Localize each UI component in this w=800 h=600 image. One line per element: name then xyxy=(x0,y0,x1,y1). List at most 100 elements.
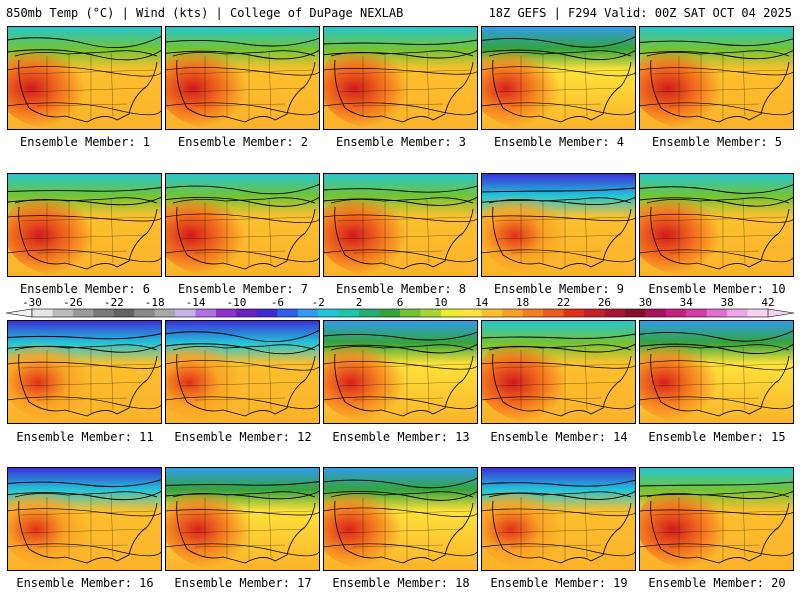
colorbar-tick-label: 30 xyxy=(639,297,652,309)
ensemble-member-label: Ensemble Member: 15 xyxy=(648,430,786,444)
ensemble-member-label: Ensemble Member: 11 xyxy=(16,430,154,444)
ensemble-member-label: Ensemble Member: 9 xyxy=(493,282,625,296)
colorbar-tick-label: 42 xyxy=(761,297,774,309)
colorbar-tick-label: -2 xyxy=(312,297,325,309)
colorbar-swatch xyxy=(32,309,53,317)
colorbar-swatch xyxy=(645,309,667,317)
colorbar-tick-label: 10 xyxy=(434,297,447,309)
colorbar-swatch xyxy=(113,309,135,317)
colorbar-swatch xyxy=(727,309,748,317)
colorbar-swatch xyxy=(134,309,156,317)
colorbar-swatch xyxy=(277,309,299,317)
colorbar-swatch xyxy=(604,309,626,317)
ensemble-member-map xyxy=(165,320,320,424)
colorbar-tick-label: -10 xyxy=(227,297,247,309)
colorbar-swatch xyxy=(481,309,503,317)
ensemble-member-map xyxy=(323,26,478,130)
ensemble-member-map xyxy=(165,26,320,130)
colorbar-swatch xyxy=(584,309,605,317)
colorbar-swatch xyxy=(338,309,360,317)
ensemble-member-map xyxy=(323,173,478,277)
ensemble-member-label: Ensemble Member: 16 xyxy=(16,576,154,590)
colorbar-tick-label: -6 xyxy=(271,297,284,309)
colorbar-swatch xyxy=(461,309,483,317)
colorbar-swatch xyxy=(706,309,728,317)
ensemble-member-map xyxy=(165,467,320,571)
colorbar-swatch xyxy=(686,309,708,317)
ensemble-member-map xyxy=(481,26,636,130)
colorbar-tick-label: -18 xyxy=(145,297,165,309)
ensemble-member-label: Ensemble Member: 12 xyxy=(174,430,312,444)
colorbar-swatch xyxy=(522,309,544,317)
ensemble-member-map xyxy=(7,320,162,424)
colorbar-swatch xyxy=(563,309,585,317)
colorbar-tick-label: 38 xyxy=(720,297,733,309)
colorbar-swatch xyxy=(175,309,196,317)
ensemble-member-label: Ensemble Member: 18 xyxy=(332,576,470,590)
temperature-colorbar: -30 -26 -22 -18 -14 -10 -6 -2 2 6 10 14 18 22 26 30 34 38… xyxy=(0,297,800,321)
colorbar-swatch xyxy=(216,309,237,317)
ensemble-member-label: Ensemble Member: 6 xyxy=(19,282,151,296)
ensemble-member-map xyxy=(7,26,162,130)
ensemble-member-label: Ensemble Member: 1 xyxy=(19,135,151,149)
colorbar-swatch xyxy=(195,309,217,317)
ensemble-member-label: Ensemble Member: 3 xyxy=(335,135,467,149)
colorbar-swatch xyxy=(440,309,462,317)
colorbar-tick-label: 18 xyxy=(516,297,529,309)
colorbar-swatch xyxy=(256,309,278,317)
colorbar-tick-label: 22 xyxy=(557,297,570,309)
colorbar-swatch xyxy=(72,309,94,317)
colorbar-tick-label: 2 xyxy=(356,297,363,309)
ensemble-member-map xyxy=(481,320,636,424)
ensemble-member-map xyxy=(481,173,636,277)
colorbar-right-arrow xyxy=(767,308,795,318)
map-title: 850mb Temp (°C) | Wind (kts) | College o… xyxy=(6,6,404,20)
ensemble-member-label: Ensemble Member: 2 xyxy=(177,135,309,149)
colorbar-tick-label: 34 xyxy=(680,297,694,309)
colorbar-tick-label: 6 xyxy=(397,297,404,309)
colorbar-swatch xyxy=(543,309,564,317)
ensemble-member-map xyxy=(639,26,794,130)
ensemble-member-map xyxy=(7,467,162,571)
colorbar-swatch xyxy=(400,309,421,317)
ensemble-member-label: Ensemble Member: 14 xyxy=(490,430,628,444)
ensemble-member-label: Ensemble Member: 20 xyxy=(648,576,786,590)
colorbar-swatch xyxy=(502,309,524,317)
colorbar-swatch xyxy=(379,309,401,317)
colorbar-tick-label: -30 xyxy=(22,297,42,309)
colorbar-swatch xyxy=(154,309,176,317)
colorbar-tick-label: 26 xyxy=(598,297,611,309)
ensemble-member-map xyxy=(323,320,478,424)
ensemble-member-label: Ensemble Member: 13 xyxy=(332,430,470,444)
colorbar-swatch xyxy=(236,309,258,317)
colorbar-tick-label: -26 xyxy=(63,297,83,309)
colorbar-swatch xyxy=(747,309,769,317)
colorbar-tick-label: -22 xyxy=(104,297,124,309)
colorbar-swatch xyxy=(665,309,687,317)
ensemble-member-label: Ensemble Member: 4 xyxy=(493,135,625,149)
ensemble-member-label: Ensemble Member: 7 xyxy=(177,282,309,296)
colorbar-swatch xyxy=(359,309,380,317)
model-run-info: 18Z GEFS | F294 Valid: 00Z SAT OCT 04 20… xyxy=(488,6,792,20)
colorbar-swatch xyxy=(420,309,442,317)
colorbar-tick-label: -14 xyxy=(186,297,206,309)
ensemble-member-label: Ensemble Member: 8 xyxy=(335,282,467,296)
ensemble-member-label: Ensemble Member: 17 xyxy=(174,576,312,590)
colorbar-swatch xyxy=(297,309,319,317)
ensemble-member-map xyxy=(481,467,636,571)
ensemble-member-map xyxy=(165,173,320,277)
colorbar-swatch xyxy=(93,309,115,317)
ensemble-member-map xyxy=(639,173,794,277)
colorbar-tick-label: 14 xyxy=(475,297,489,309)
colorbar-left-arrow xyxy=(5,308,33,318)
ensemble-member-label: Ensemble Member: 10 xyxy=(648,282,786,296)
ensemble-member-map xyxy=(639,320,794,424)
ensemble-member-map xyxy=(7,173,162,277)
ensemble-member-label: Ensemble Member: 5 xyxy=(651,135,783,149)
ensemble-member-map xyxy=(323,467,478,571)
ensemble-member-map xyxy=(639,467,794,571)
colorbar-swatch xyxy=(52,309,74,317)
colorbar-swatch xyxy=(318,309,340,317)
colorbar-swatch xyxy=(624,309,646,317)
ensemble-member-label: Ensemble Member: 19 xyxy=(490,576,628,590)
